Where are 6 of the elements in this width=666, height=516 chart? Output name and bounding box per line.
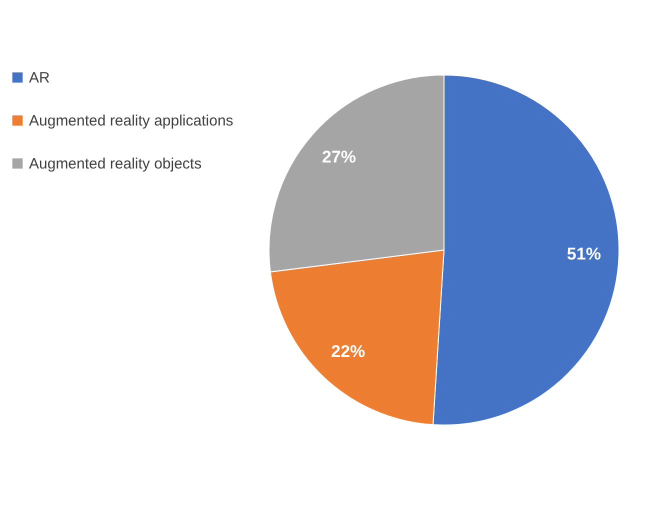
data-label: 27% — [322, 147, 356, 166]
legend-label: Augmented reality objects — [29, 156, 202, 172]
legend-label: AR — [29, 70, 50, 86]
data-label: 51% — [566, 244, 601, 264]
data-label: 22% — [331, 342, 366, 362]
legend-label: Augmented reality applications — [29, 112, 234, 130]
